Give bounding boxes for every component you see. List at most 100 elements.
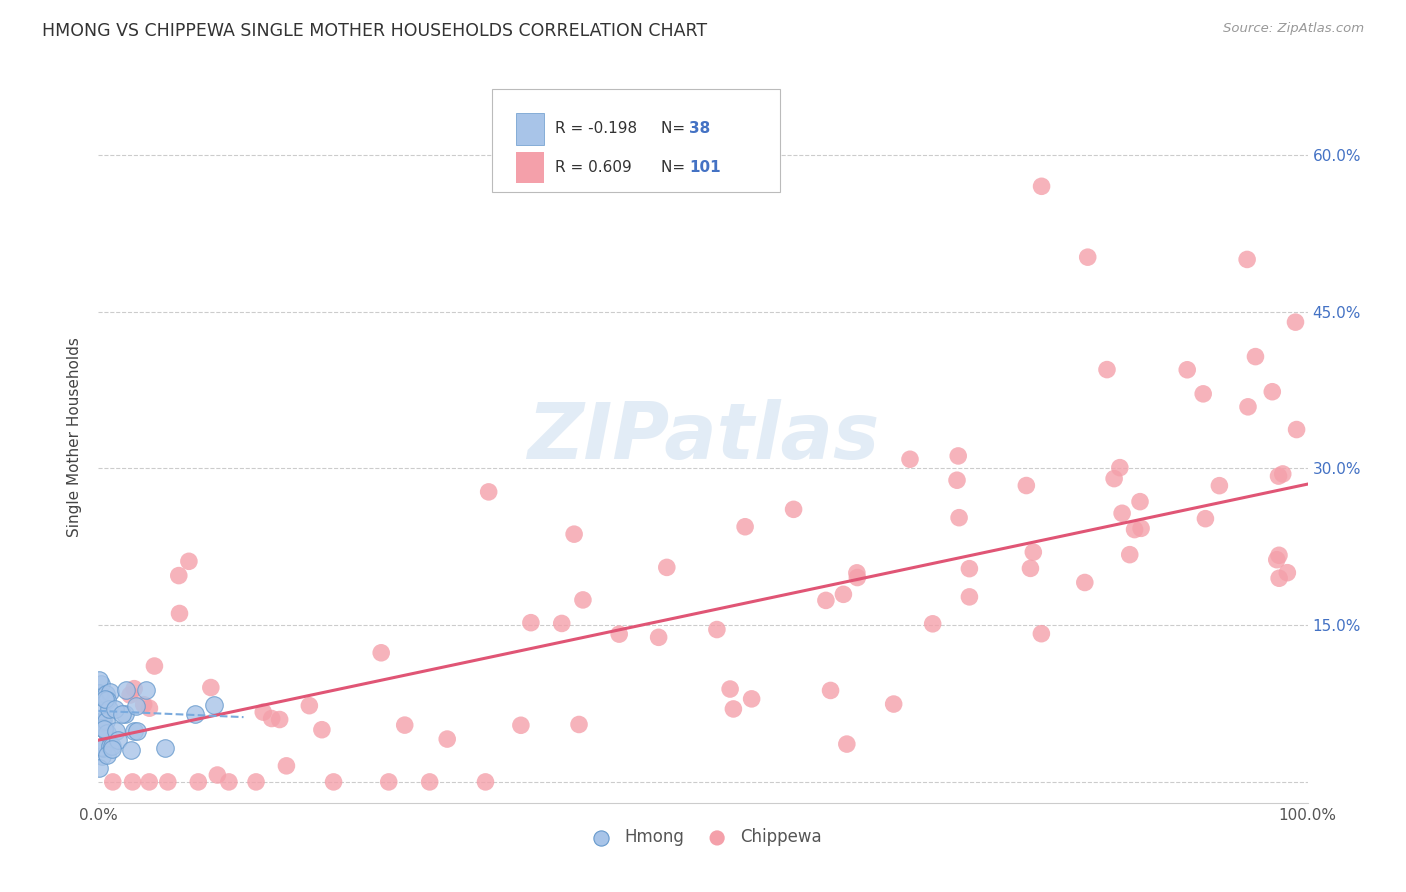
Point	[1077, 250, 1099, 264]
Point	[298, 698, 321, 713]
Legend: Hmong, Chippewa: Hmong, Chippewa	[578, 822, 828, 853]
Point	[118, 688, 141, 702]
Point	[114, 707, 136, 722]
Point	[207, 768, 229, 782]
Point	[98, 701, 121, 715]
Point	[1108, 460, 1130, 475]
Text: R = -0.198: R = -0.198	[555, 121, 637, 136]
Point	[138, 775, 160, 789]
Point	[93, 723, 115, 737]
Point	[921, 616, 943, 631]
Point	[177, 554, 200, 568]
Point	[169, 607, 191, 621]
Point	[1119, 548, 1142, 562]
Point	[1015, 478, 1038, 492]
Point	[96, 748, 118, 763]
Point	[322, 775, 344, 789]
Point	[156, 775, 179, 789]
Point	[101, 739, 124, 753]
Point	[167, 568, 190, 582]
Point	[509, 718, 531, 732]
Point	[111, 707, 134, 722]
Point	[1019, 561, 1042, 575]
Point	[91, 715, 114, 730]
Point	[91, 714, 114, 728]
Point	[572, 593, 595, 607]
Point	[89, 760, 111, 774]
Point	[1130, 521, 1153, 535]
Point	[107, 732, 129, 747]
Point	[155, 741, 177, 756]
Point	[551, 616, 574, 631]
Point	[101, 742, 124, 756]
Point	[1129, 494, 1152, 508]
Point	[101, 775, 124, 789]
Point	[138, 701, 160, 715]
Point	[948, 510, 970, 524]
Point	[90, 704, 112, 718]
Point	[89, 689, 111, 703]
Point	[94, 714, 117, 728]
Point	[135, 683, 157, 698]
Point	[1271, 467, 1294, 481]
Text: 38: 38	[689, 121, 710, 136]
Point	[245, 775, 267, 789]
Point	[91, 721, 114, 735]
Point	[1111, 506, 1133, 520]
Point	[125, 698, 148, 713]
Point	[1268, 549, 1291, 563]
Point	[276, 759, 298, 773]
Point	[647, 630, 669, 644]
Point	[723, 702, 745, 716]
Point	[143, 659, 166, 673]
Point	[718, 681, 741, 696]
Point	[1284, 315, 1306, 329]
Point	[478, 484, 501, 499]
Point	[520, 615, 543, 630]
Point	[832, 587, 855, 601]
Point	[184, 707, 207, 722]
Point	[706, 623, 728, 637]
Point	[89, 686, 111, 700]
Point	[269, 713, 291, 727]
Point	[1237, 400, 1260, 414]
Point	[562, 527, 585, 541]
Point	[104, 724, 127, 739]
Point	[394, 718, 416, 732]
Point	[1192, 387, 1215, 401]
Y-axis label: Single Mother Households: Single Mother Households	[67, 337, 83, 537]
Point	[1244, 350, 1267, 364]
Point	[1095, 362, 1118, 376]
Point	[948, 449, 970, 463]
Point	[127, 723, 149, 738]
Point	[121, 775, 143, 789]
Point	[607, 627, 630, 641]
Point	[1031, 626, 1053, 640]
Point	[122, 724, 145, 739]
Point	[311, 723, 333, 737]
Point	[91, 739, 114, 754]
Point	[103, 702, 125, 716]
Text: N=: N=	[661, 121, 690, 136]
Point	[252, 705, 274, 719]
Point	[898, 452, 921, 467]
Point	[436, 732, 458, 747]
Point	[814, 593, 837, 607]
Point	[94, 687, 117, 701]
Point	[218, 775, 240, 789]
Point	[87, 673, 110, 688]
Point	[419, 775, 441, 789]
Point	[1261, 384, 1284, 399]
Point	[1102, 472, 1125, 486]
Text: Source: ZipAtlas.com: Source: ZipAtlas.com	[1223, 22, 1364, 36]
Point	[1208, 478, 1230, 492]
Point	[200, 681, 222, 695]
Point	[734, 520, 756, 534]
Point	[1123, 523, 1146, 537]
Point	[187, 775, 209, 789]
Point	[835, 737, 858, 751]
Point	[377, 775, 399, 789]
Point	[1236, 252, 1258, 267]
Point	[132, 698, 155, 712]
Point	[114, 682, 136, 697]
